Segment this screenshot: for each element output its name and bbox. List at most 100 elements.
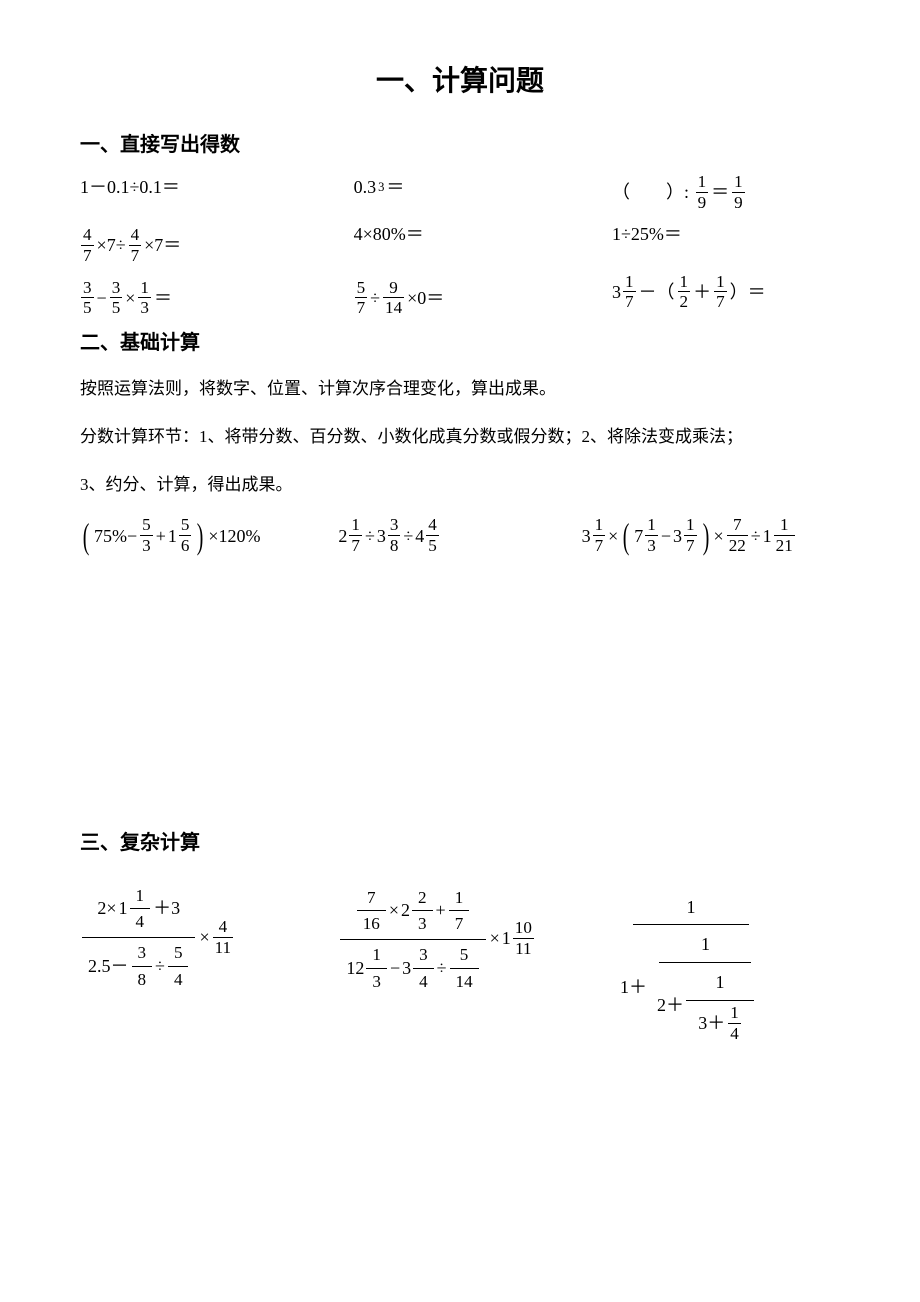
s1r3c2-f1d: 7 bbox=[355, 298, 368, 317]
s3c2-tf2d: 7 bbox=[449, 911, 470, 935]
s2c1-m1w: 1 bbox=[168, 522, 177, 551]
s1r3c3-f1d: 7 bbox=[623, 292, 636, 311]
section2-p2: 分数计算环节：1、将带分数、百分数、小数化成真分数或假分数；2、将除法变成乘法； bbox=[80, 419, 840, 455]
s1r1c3-eq: ＝ bbox=[711, 178, 729, 207]
s3c2-bf1d: 14 bbox=[450, 969, 479, 993]
s1r3c3-close: ）＝ bbox=[730, 278, 766, 307]
s1r3c3-f2d: 2 bbox=[678, 292, 691, 311]
s3c2-bf1n: 5 bbox=[450, 944, 479, 969]
s3c2-tmn: 2 bbox=[412, 887, 433, 912]
s2c1-m1d: 6 bbox=[179, 536, 192, 555]
s3c2-bm: − bbox=[390, 956, 400, 981]
s2c2-m3n: 4 bbox=[426, 516, 439, 536]
s2c3-m2d: 3 bbox=[645, 536, 658, 555]
s1r2c1-f2n: 4 bbox=[129, 226, 142, 246]
s1r3c2-f2n: 9 bbox=[383, 279, 404, 299]
s3c3-l1: 1＋ bbox=[620, 973, 647, 1002]
s2c2-div1: ÷ bbox=[365, 522, 375, 551]
s2c1-f1n: 5 bbox=[140, 516, 153, 536]
s3c2-bm1d: 3 bbox=[366, 969, 387, 993]
s3c1-bf1n: 3 bbox=[132, 942, 153, 967]
s2c3-div: ÷ bbox=[751, 522, 761, 551]
s3c2-bm2n: 3 bbox=[413, 944, 434, 969]
s2c3-t2: × bbox=[714, 522, 724, 551]
section2-p1: 按照运算法则，将数字、位置、计算次序合理变化，算出成果。 bbox=[80, 371, 840, 407]
s3c2-tp: + bbox=[436, 898, 446, 923]
s1r1c1: 1－0.1÷0.1＝ bbox=[80, 173, 180, 202]
section3-heading: 三、复杂计算 bbox=[80, 827, 840, 859]
s2c3-m4n: 1 bbox=[774, 516, 795, 536]
s2c3-minus: − bbox=[661, 522, 671, 551]
s3c2-tf2n: 1 bbox=[449, 887, 470, 912]
s1r3c1-f1d: 5 bbox=[81, 298, 94, 317]
s3c2-bm1n: 1 bbox=[366, 944, 387, 969]
s1r3c2-f1n: 5 bbox=[355, 279, 368, 299]
s3c2-mn: 10 bbox=[513, 919, 534, 939]
s2c1-pre: 75%− bbox=[94, 522, 137, 551]
s1r2c1-f1n: 4 bbox=[81, 226, 94, 246]
s2c3-m2w: 7 bbox=[634, 522, 643, 551]
s2c3-m3d: 7 bbox=[684, 536, 697, 555]
s1r3c1-f1n: 3 bbox=[81, 279, 94, 299]
s3c2-tmd: 3 bbox=[412, 911, 433, 935]
s1r3c3-f3d: 7 bbox=[714, 292, 727, 311]
s3c2-md: 11 bbox=[513, 939, 534, 958]
section2-p3: 3、约分、计算，得出成果。 bbox=[80, 467, 840, 503]
s3c3-l0: 1 bbox=[633, 891, 749, 926]
s1r1c3-f2n: 1 bbox=[732, 173, 745, 193]
lparen-icon: ( bbox=[83, 520, 90, 552]
s1r1c2-base: 0.3 bbox=[354, 173, 377, 202]
s1r2c1-f1d: 7 bbox=[81, 246, 94, 265]
s1-row1: 1－0.1÷0.1＝ 0.33 ＝ （ ）: 19 ＝ 19 bbox=[80, 173, 840, 212]
s3c3-l3a: 1 bbox=[686, 966, 754, 1001]
lparen-icon: ( bbox=[623, 520, 630, 552]
s3c1-tmn: 1 bbox=[130, 885, 151, 910]
rparen-icon: ) bbox=[702, 520, 709, 552]
s1r3c3-f2n: 1 bbox=[678, 273, 691, 293]
rparen-icon: ) bbox=[197, 520, 204, 552]
s1r3c1-times: × bbox=[125, 284, 135, 313]
section1-heading: 一、直接写出得数 bbox=[80, 129, 840, 161]
s2c3-m2n: 1 bbox=[645, 516, 658, 536]
s3c2-bdiv: ÷ bbox=[437, 956, 447, 981]
s1r2c3: 1÷25%＝ bbox=[612, 224, 682, 244]
s2c3-m4d: 21 bbox=[774, 536, 795, 555]
s2c1-m1n: 5 bbox=[179, 516, 192, 536]
s2c3-m1n: 1 bbox=[593, 516, 606, 536]
s1r1c3-f1d: 9 bbox=[696, 193, 709, 212]
s1r2c1-m1: ×7÷ bbox=[97, 231, 126, 260]
s3c2-tf1n: 7 bbox=[357, 887, 386, 912]
s3c3-l4n: 1 bbox=[728, 1004, 741, 1024]
s2c3-f1n: 7 bbox=[727, 516, 748, 536]
s1-row2: 47 ×7÷ 47 ×7＝ 4×80%＝ 1÷25%＝ bbox=[80, 220, 840, 265]
s2c3-f1d: 22 bbox=[727, 536, 748, 555]
s3c3-l4d: 4 bbox=[728, 1024, 741, 1043]
s1r2c2: 4×80%＝ bbox=[354, 224, 424, 244]
s3c2-mw: 1 bbox=[502, 924, 511, 953]
s1r3c1-f3n: 1 bbox=[138, 279, 151, 299]
s3c1-tmd: 4 bbox=[130, 909, 151, 933]
s3c1-bf2n: 5 bbox=[168, 942, 189, 967]
s3c2-bm2w: 3 bbox=[402, 956, 411, 981]
s3c2-tf1d: 16 bbox=[357, 911, 386, 935]
s3-row: 2× 114 ＋3 2.5－ 38 ÷ 54 × 411 716 × 223 +… bbox=[80, 883, 840, 1049]
page-title: 一、计算问题 bbox=[80, 60, 840, 105]
s2c2-m3d: 5 bbox=[426, 536, 439, 555]
s1r1c3-f2d: 9 bbox=[732, 193, 745, 212]
s2c2-m1w: 2 bbox=[338, 522, 347, 551]
s2c3-m1w: 3 bbox=[582, 522, 591, 551]
s3c1-tmw: 1 bbox=[119, 896, 128, 921]
section2-heading: 二、基础计算 bbox=[80, 327, 840, 359]
s2c3-m1d: 7 bbox=[593, 536, 606, 555]
s1r3c3-w: 3 bbox=[612, 278, 621, 307]
s2c1-plus: + bbox=[156, 522, 166, 551]
s2c2-div2: ÷ bbox=[403, 522, 413, 551]
s1r2c1-f2d: 7 bbox=[129, 246, 142, 265]
s2c2-m3w: 4 bbox=[415, 522, 424, 551]
s3c1-times: × bbox=[199, 923, 209, 952]
s3c2-tt: × bbox=[389, 898, 399, 923]
s1r3c3-minus: －（ bbox=[639, 278, 675, 307]
s1r3c3-f3n: 1 bbox=[714, 273, 727, 293]
s3c1-tp2: ＋3 bbox=[153, 896, 180, 921]
s1r3c1-f2n: 3 bbox=[110, 279, 123, 299]
